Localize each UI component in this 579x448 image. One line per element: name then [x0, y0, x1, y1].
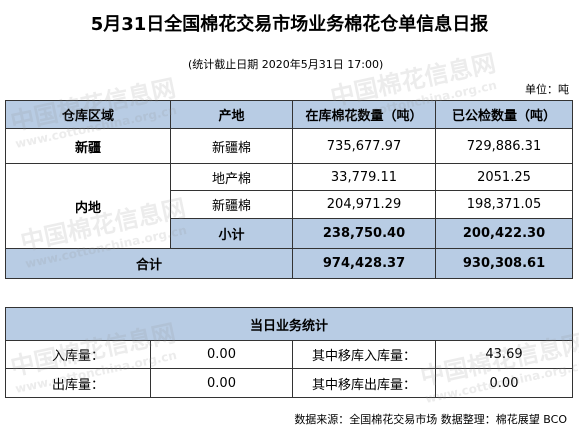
- cell: 新疆棉: [170, 128, 293, 164]
- unit: 单位：吨: [525, 83, 569, 96]
- cell: 974,428.37: [292, 248, 436, 279]
- cell: 新疆: [5, 128, 171, 164]
- cell: 地产棉: [170, 163, 293, 191]
- th: 已公检数量（吨）: [435, 100, 573, 129]
- cell: 43.69: [434, 340, 574, 369]
- subtitle: (统计截止日期 2020年5月31日 17:00): [188, 58, 384, 71]
- cell: 其中移库入库量：: [292, 340, 436, 369]
- cell: 2051.25: [435, 163, 573, 191]
- cell: 小计: [170, 218, 293, 249]
- cell: 新疆棉: [170, 190, 293, 219]
- cell: 0.00: [150, 340, 293, 369]
- cell: 930,308.61: [435, 248, 573, 279]
- title: 5月31日全国棉花交易市场业务棉花仓单信息日报: [90, 14, 489, 35]
- cell: 合计: [5, 248, 293, 279]
- cell: 33,779.11: [292, 163, 436, 191]
- cell: 其中移库出库量：: [292, 368, 436, 398]
- cell: 729,886.31: [435, 128, 573, 164]
- inventory-table: 仓库区域 产地 在库棉花数量（吨） 已公检数量（吨） 新疆 新疆棉 735,677.97 7…: [5, 100, 573, 279]
- cell: 内地: [5, 163, 171, 249]
- cell: 198,371.05: [435, 190, 573, 219]
- cell: 204,971.29: [292, 190, 436, 219]
- cell: 出库量：: [5, 368, 151, 398]
- cell: 200,422.30: [435, 218, 573, 249]
- th: 当日业务统计: [4, 307, 574, 341]
- cell: 0.00: [150, 368, 293, 398]
- cell: 735,677.97: [292, 128, 436, 164]
- cell: 入库量：: [5, 340, 151, 369]
- th: 产地: [170, 100, 293, 129]
- th: 在库棉花数量（吨）: [292, 100, 436, 129]
- th: 仓库区域: [5, 100, 171, 129]
- cell: 0.00: [434, 368, 574, 398]
- cell: 238,750.40: [292, 218, 436, 249]
- stats-table: 当日业务统计 入库量： 0.00 其中移库入库量： 43.69 出库量： 0.00 其中移…: [4, 307, 574, 398]
- footer: 数据来源：全国棉花交易市场 数据整理：棉花展望 BCO: [294, 413, 567, 426]
